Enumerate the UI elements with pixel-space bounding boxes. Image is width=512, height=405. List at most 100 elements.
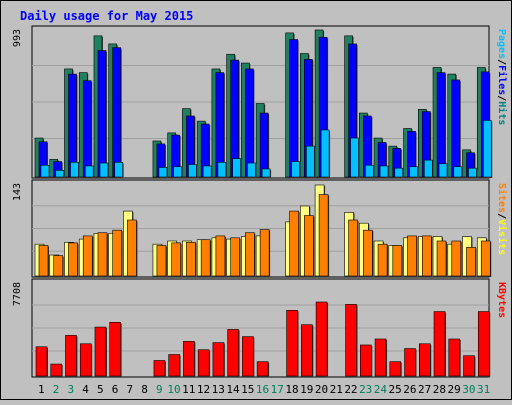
bar-kbytes-day-27 — [418, 343, 431, 377]
day-label-28: 28 — [433, 383, 446, 396]
bar-files-day-16 — [259, 112, 269, 178]
bar-pages-day-6 — [114, 161, 124, 178]
bar-sites-day-3 — [68, 242, 78, 277]
bar-pages-day-9 — [158, 167, 168, 178]
bar-pages-day-28 — [438, 163, 448, 178]
day-label-2: 2 — [53, 383, 60, 396]
bar-pages-day-26 — [409, 166, 418, 178]
day-label-4: 4 — [82, 383, 89, 396]
bar-sites-day-2 — [53, 255, 64, 277]
bar-sites-day-20 — [318, 194, 329, 277]
bar-kbytes-day-22 — [345, 304, 357, 377]
bar-kbytes-day-19 — [301, 324, 313, 377]
bar-kbytes-day-12 — [197, 349, 210, 377]
bar-kbytes-day-31 — [477, 311, 490, 377]
chart-title: Daily usage for May 2015 — [20, 9, 193, 23]
bar-pages-day-14 — [232, 158, 241, 178]
day-label-18: 18 — [285, 383, 298, 396]
day-label-25: 25 — [389, 383, 402, 396]
bar-kbytes-day-30 — [463, 355, 475, 377]
bar-pages-day-3 — [70, 161, 79, 178]
day-label-23: 23 — [359, 383, 372, 396]
bar-pages-day-13 — [217, 161, 227, 178]
day-label-29: 29 — [448, 383, 461, 396]
bar-pages-day-12 — [202, 165, 212, 178]
bar-pages-day-29 — [453, 166, 463, 178]
day-label-8: 8 — [141, 383, 148, 396]
bar-kbytes-day-6 — [109, 321, 122, 377]
bar-pages-day-5 — [99, 162, 109, 178]
bar-sites-day-4 — [82, 235, 93, 277]
day-label-24: 24 — [374, 383, 388, 396]
bar-kbytes-day-18 — [286, 310, 298, 377]
bottom_panel-ymax-label: 7708 — [12, 282, 23, 306]
bar-sites-day-31 — [480, 240, 491, 277]
top_panel-legend-item-4: Hits — [496, 101, 508, 125]
day-label-7: 7 — [127, 383, 134, 396]
middle_panel-ymax-label: 143 — [12, 183, 23, 201]
day-label-21: 21 — [330, 383, 343, 396]
top_panel-legend-item-2: Files — [496, 65, 508, 95]
day-label-11: 11 — [182, 383, 195, 396]
bar-sites-day-25 — [392, 245, 403, 277]
day-label-17: 17 — [271, 383, 284, 396]
bar-sites-day-16 — [259, 229, 270, 277]
bar-pages-day-25 — [394, 167, 404, 178]
day-label-12: 12 — [197, 383, 210, 396]
bar-pages-day-24 — [379, 165, 389, 178]
day-label-19: 19 — [300, 383, 313, 396]
bar-kbytes-day-14 — [227, 329, 239, 377]
day-labels: 1 2 3 4 5 6 7 8 9 10 11 12 13 14 15 16 17 18 19 20 21 22 23 24 2… — [38, 383, 490, 396]
bar-files-day-3 — [68, 73, 77, 178]
bar-pages-day-22 — [350, 137, 359, 178]
middle-panel: 143 Sites/Visits — [12, 179, 508, 278]
bar-sites-day-18 — [289, 210, 299, 277]
bar-sites-day-13 — [215, 235, 226, 277]
bar-files-day-29 — [451, 79, 461, 178]
bar-sites-day-1 — [38, 245, 49, 277]
bar-sites-day-14 — [230, 237, 240, 277]
bar-files-day-28 — [436, 72, 446, 178]
bar-pages-day-1 — [40, 164, 50, 178]
bar-sites-day-9 — [156, 245, 167, 277]
bar-files-day-15 — [245, 68, 254, 178]
bar-kbytes-day-9 — [153, 360, 166, 377]
bar-kbytes-day-5 — [94, 326, 107, 377]
top_panel-legend-item-3: / — [496, 95, 507, 101]
bar-kbytes-day-20 — [315, 301, 328, 377]
day-label-20: 20 — [315, 383, 328, 396]
bar-sites-day-24 — [377, 243, 388, 277]
day-label-10: 10 — [167, 383, 180, 396]
bar-pages-day-2 — [55, 170, 65, 178]
bar-kbytes-day-13 — [212, 342, 225, 377]
top_panel-legend-item-1: / — [496, 59, 507, 65]
middle_panel-legend-item-2: Visits — [496, 219, 508, 255]
bar-pages-day-15 — [247, 162, 256, 178]
bar-kbytes-day-28 — [433, 311, 446, 377]
bar-files-day-13 — [215, 72, 225, 178]
bar-kbytes-day-11 — [183, 341, 195, 377]
bar-files-day-5 — [97, 50, 107, 178]
day-label-1: 1 — [38, 383, 45, 396]
bar-sites-day-23 — [363, 229, 373, 277]
bar-pages-day-19 — [306, 145, 315, 178]
bar-pages-day-20 — [320, 129, 330, 178]
bar-kbytes-day-25 — [389, 361, 402, 377]
day-label-30: 30 — [462, 383, 475, 396]
bar-pages-day-18 — [291, 161, 300, 178]
bar-kbytes-day-10 — [168, 354, 180, 377]
day-label-13: 13 — [212, 383, 225, 396]
bar-sites-day-5 — [97, 232, 108, 277]
day-label-5: 5 — [97, 383, 104, 396]
bar-kbytes-day-3 — [65, 335, 77, 377]
middle_panel-legend-item-0: Sites — [496, 183, 508, 213]
day-label-14: 14 — [226, 383, 240, 396]
bar-sites-day-6 — [112, 229, 123, 277]
bar-pages-day-30 — [468, 167, 477, 178]
bar-sites-day-22 — [348, 219, 358, 277]
bar-sites-day-30 — [466, 247, 476, 277]
middle_panel-legend-item-1: / — [496, 213, 507, 219]
bottom_panel-legend-item-0: KBytes — [496, 282, 507, 318]
bottom_panel-legend: KBytes — [496, 282, 507, 318]
